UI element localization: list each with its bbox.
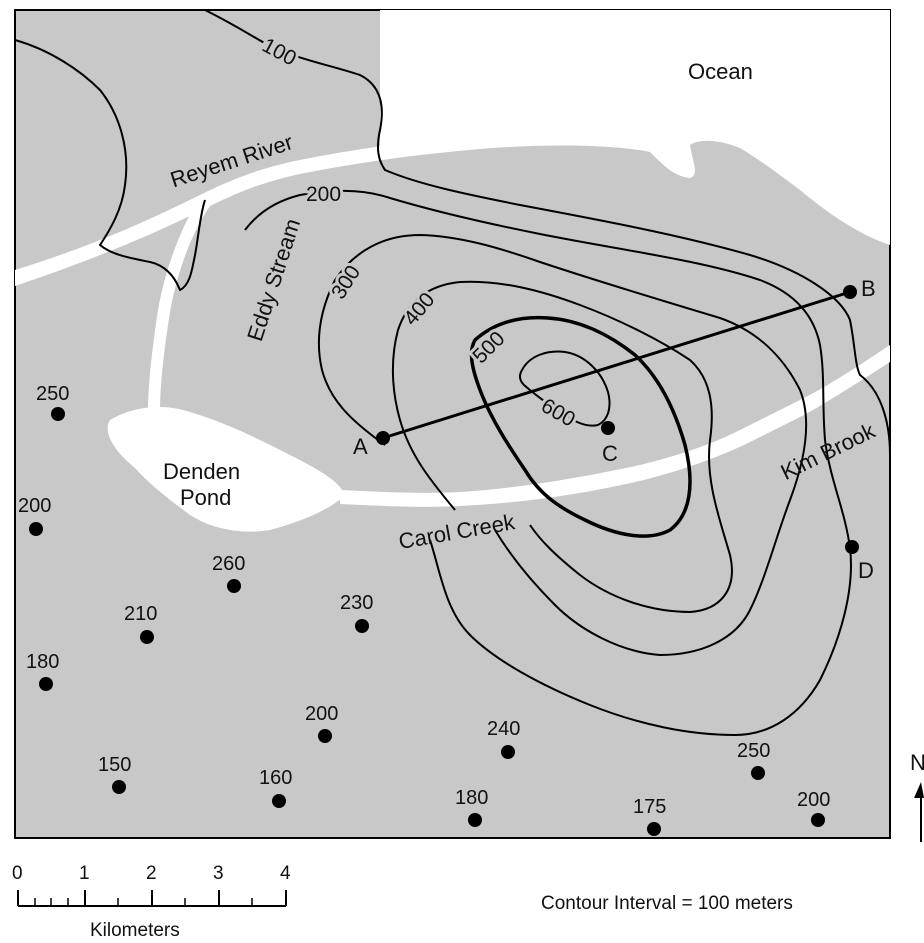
spot-elevation-label: 200 xyxy=(305,703,338,725)
point-c-marker xyxy=(601,421,615,435)
spot-marker xyxy=(39,677,53,691)
point-d-label: D xyxy=(858,558,874,583)
scale-bar: 0 1 2 3 4 Kilometers xyxy=(12,863,291,941)
contour-label-200: 200 xyxy=(306,183,341,206)
scale-tick-label: 1 xyxy=(79,863,90,884)
north-arrow: N xyxy=(910,750,924,842)
spot-elevation-label: 160 xyxy=(259,767,292,789)
scale-tick-label: 3 xyxy=(213,863,224,884)
carol-creek xyxy=(340,345,890,507)
spot-marker xyxy=(751,766,765,780)
eddy-stream xyxy=(148,200,210,410)
contour-interval-note: Contour Interval = 100 meters xyxy=(541,893,793,914)
point-b-marker xyxy=(843,285,857,299)
denden-pond-label-line1: Denden xyxy=(163,459,240,484)
spot-elevation-label: 180 xyxy=(455,787,488,809)
spot-marker xyxy=(29,522,43,536)
north-label: N xyxy=(910,750,924,775)
spot-marker xyxy=(140,630,154,644)
spot-elevation-label: 180 xyxy=(26,651,59,673)
spot-elevation-label: 230 xyxy=(340,592,373,614)
point-d-marker xyxy=(845,540,859,554)
spot-elevation-label: 200 xyxy=(18,495,51,517)
point-a-marker xyxy=(376,431,390,445)
profile-line-a-b xyxy=(382,290,851,440)
scale-tick-label: 2 xyxy=(146,863,157,884)
spot-marker xyxy=(501,745,515,759)
spot-elevation-label: 150 xyxy=(98,754,131,776)
spot-elevation-label: 175 xyxy=(633,796,666,818)
point-c-label: C xyxy=(602,441,618,466)
scale-tick-label: 4 xyxy=(280,863,291,884)
contour-200 xyxy=(244,189,852,736)
contour-400 xyxy=(391,280,733,613)
spot-marker xyxy=(227,579,241,593)
scale-tick-label: 0 xyxy=(12,863,23,884)
spot-elevation-label: 240 xyxy=(487,718,520,740)
spot-marker xyxy=(272,794,286,808)
contour-100 xyxy=(204,10,890,456)
spot-elevation-label: 250 xyxy=(737,740,770,762)
spot-marker xyxy=(355,619,369,633)
point-b-label: B xyxy=(861,276,876,301)
reyem-river xyxy=(15,131,650,286)
contour-100-west xyxy=(15,39,206,291)
point-a-label: A xyxy=(353,434,368,459)
ocean xyxy=(380,10,890,245)
spot-elevation-label: 260 xyxy=(212,553,245,575)
spot-marker xyxy=(112,780,126,794)
denden-pond xyxy=(107,406,345,532)
contour-600 xyxy=(518,350,611,427)
scale-unit-label: Kilometers xyxy=(90,920,180,941)
spot-marker xyxy=(647,822,661,836)
spot-marker xyxy=(51,407,65,421)
contour-300 xyxy=(317,234,808,656)
spot-marker xyxy=(468,813,482,827)
spot-marker xyxy=(318,729,332,743)
spot-elevation-label: 200 xyxy=(797,789,830,811)
contour-500 xyxy=(469,315,692,538)
spot-elevation-label: 250 xyxy=(36,383,69,405)
ocean-label: Ocean xyxy=(688,59,753,84)
spot-marker xyxy=(811,813,825,827)
spot-elevation-label: 210 xyxy=(124,603,157,625)
denden-pond-label-line2: Pond xyxy=(180,485,231,510)
